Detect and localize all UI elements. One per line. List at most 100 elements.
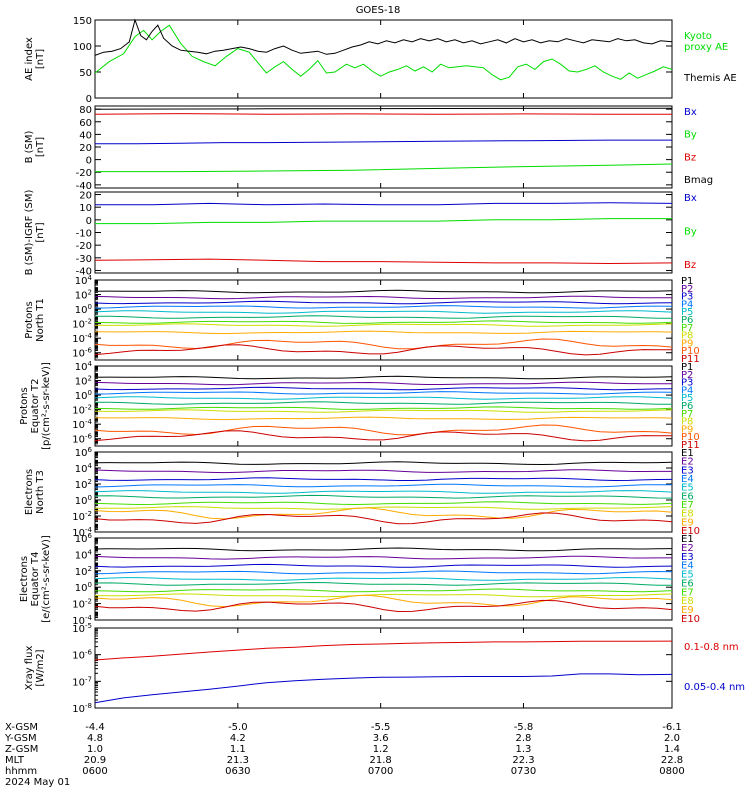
- x-tick-label: 0730: [511, 766, 536, 777]
- series-line: [94, 305, 673, 309]
- series-line: [94, 424, 673, 436]
- x-tick-label: 0700: [368, 766, 393, 777]
- x-tick-label: 20.9: [84, 755, 106, 766]
- panel-frame: [94, 105, 673, 189]
- series-line: [94, 494, 673, 499]
- y-tick-label: 100: [75, 303, 92, 316]
- legend-label: P9: [681, 424, 693, 435]
- y-tick-label: 40: [79, 130, 92, 141]
- legend-label: E2: [681, 457, 694, 468]
- legend-label: E9: [681, 605, 694, 616]
- series-line: [95, 202, 673, 206]
- y-tick-label: 102: [75, 565, 92, 578]
- y-tick-label: 10-2: [72, 510, 92, 523]
- x-tick-label: 22.3: [512, 755, 534, 766]
- legend-label: P6: [681, 401, 693, 412]
- x-row-label: X-GSM: [5, 722, 38, 733]
- legend-label: P5: [681, 393, 693, 404]
- legend-label: P2: [681, 284, 693, 295]
- y-tick-label: 10-4: [72, 418, 92, 431]
- y-tick-label: 10-6: [72, 649, 92, 662]
- series-line: [94, 315, 673, 319]
- y-tick-label: 102: [75, 478, 92, 491]
- series-line: [94, 469, 672, 474]
- series-line: [94, 673, 673, 704]
- legend-label: E7: [681, 500, 694, 511]
- legend-label: P5: [681, 307, 693, 318]
- series-line: [94, 401, 673, 405]
- series-line: [94, 430, 673, 442]
- y-tick-label: 10-2: [72, 318, 92, 331]
- series-line: [94, 576, 673, 581]
- y-tick-label: 50: [79, 68, 92, 79]
- legend-label: E8: [681, 509, 694, 520]
- y-tick-label: -40: [76, 181, 92, 192]
- series-line: [94, 344, 673, 356]
- y-tick-label: 10-8: [72, 702, 92, 715]
- legend-label: By: [684, 227, 697, 238]
- legend-label: P1: [681, 276, 693, 287]
- y-tick-label: 104: [75, 360, 93, 373]
- legend-label: P7: [681, 323, 693, 334]
- y-tick-label: -10: [76, 229, 92, 240]
- x-tick-label: 1.4: [664, 744, 680, 755]
- legend-label: E3: [681, 552, 694, 563]
- legend-label: P11: [681, 440, 700, 451]
- legend-label: P8: [681, 331, 693, 342]
- legend-label: proxy AE: [684, 42, 728, 53]
- legend-label: E9: [681, 517, 694, 528]
- y-tick-label: 80: [79, 105, 92, 116]
- y-tick-label: 100: [75, 494, 92, 507]
- legend-label: P4: [681, 385, 693, 396]
- legend-label: E3: [681, 465, 694, 476]
- y-tick-label: 104: [75, 462, 93, 475]
- series-line: [94, 320, 673, 324]
- panel-7: 10-4 10-2 100 102 104 106 ElectronsEquator T4[…: [19, 532, 700, 627]
- legend-label: 0.05-0.4 nm: [684, 682, 745, 693]
- legend-label: Bx: [684, 193, 697, 204]
- y-tick-label: 0: [86, 94, 92, 105]
- legend-label: P1: [681, 362, 693, 373]
- y-tick-label: 106: [75, 446, 93, 459]
- legend-label: E10: [681, 614, 700, 625]
- series-line: [94, 406, 673, 410]
- series-line: [94, 300, 673, 305]
- y-tick-label: 100: [75, 581, 92, 594]
- series-line: [94, 501, 673, 506]
- y-axis-label: ElectronsEquator T4[e/(cm²-s-sr-keV)]: [19, 535, 52, 623]
- series-line: [94, 593, 673, 598]
- y-tick-label: 104: [75, 548, 93, 561]
- y-axis-label: AE index[nT]: [24, 37, 46, 81]
- series-line: [94, 506, 673, 510]
- x-row-label: Z-GSM: [5, 744, 38, 755]
- x-tick-label: 21.3: [227, 755, 249, 766]
- y-tick-label: 20: [79, 143, 92, 154]
- series-line: [94, 391, 673, 395]
- x-tick-label: 1.0: [87, 744, 103, 755]
- legend-label: E4: [681, 561, 694, 572]
- legend-label: P4: [681, 299, 693, 310]
- y-tick-label: 102: [75, 289, 92, 302]
- legend-label: P9: [681, 338, 693, 349]
- legend-label: P7: [681, 409, 693, 420]
- x-axis-labels: X-GSM -4.4 -5.0 -5.5 -5.8 -6.1 Y-GSM 4.8 4.2 3.6 2…: [4, 722, 685, 788]
- series-line: [94, 547, 673, 552]
- series-line: [94, 594, 673, 608]
- y-tick-label: 10-4: [72, 614, 92, 627]
- series-line: [95, 139, 672, 145]
- y-tick-label: 100: [75, 389, 92, 402]
- legend-label: E2: [681, 543, 694, 554]
- series-line: [94, 386, 673, 391]
- legend-label: E6: [681, 491, 694, 502]
- legend-label: Bz: [684, 260, 696, 271]
- x-tick-label: 2.0: [664, 733, 680, 744]
- x-tick-label: 3.6: [373, 733, 389, 744]
- x-tick-label: 0630: [225, 766, 250, 777]
- series-line: [94, 555, 672, 560]
- x-tick-label: -4.4: [85, 722, 105, 733]
- series-line: [94, 581, 673, 586]
- y-tick-label: 10-4: [72, 526, 92, 539]
- x-tick-label: 21.8: [370, 755, 392, 766]
